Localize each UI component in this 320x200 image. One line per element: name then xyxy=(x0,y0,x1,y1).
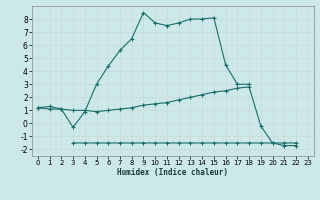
X-axis label: Humidex (Indice chaleur): Humidex (Indice chaleur) xyxy=(117,168,228,177)
